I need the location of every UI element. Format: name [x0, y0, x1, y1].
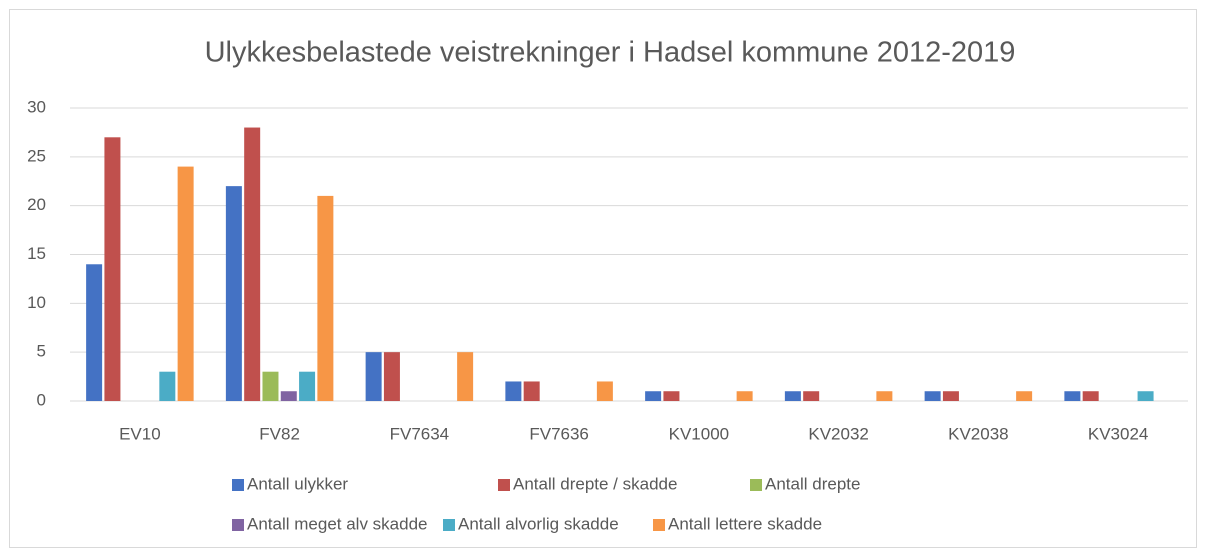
bar — [262, 371, 279, 401]
bar — [505, 381, 522, 401]
bar — [663, 391, 680, 401]
legend-swatch — [750, 479, 762, 491]
legend-swatch — [232, 479, 244, 491]
legend-label: Antall lettere skadde — [668, 514, 822, 533]
legend-swatch — [232, 519, 244, 531]
bar — [177, 166, 194, 401]
bar — [299, 371, 316, 401]
bar — [280, 391, 297, 401]
chart-title: Ulykkesbelastede veistrekninger i Hadsel… — [205, 37, 1016, 69]
bar — [924, 391, 941, 401]
y-tick-label: 0 — [37, 390, 46, 409]
y-tick-label: 15 — [27, 244, 46, 263]
legend-label: Antall meget alv skadde — [247, 514, 428, 533]
y-tick-label: 30 — [27, 97, 46, 116]
bar — [645, 391, 662, 401]
x-tick-label: EV10 — [119, 424, 161, 443]
x-tick-label: FV7634 — [390, 424, 450, 443]
bar — [942, 391, 959, 401]
legend-swatch — [443, 519, 455, 531]
legend-label: Antall ulykker — [247, 474, 348, 493]
bar — [784, 391, 801, 401]
x-tick-label: KV3024 — [1088, 424, 1149, 443]
x-tick-label: FV82 — [259, 424, 300, 443]
bar — [383, 352, 400, 401]
y-tick-label: 25 — [27, 146, 46, 165]
bar — [225, 186, 242, 401]
bar — [736, 391, 753, 401]
bar — [1082, 391, 1099, 401]
bar — [365, 352, 382, 401]
bar — [1064, 391, 1081, 401]
bar — [457, 352, 474, 401]
bar — [1137, 391, 1154, 401]
legend-label: Antall drepte / skadde — [513, 474, 677, 493]
bar — [86, 264, 103, 401]
legend-label: Antall alvorlig skadde — [458, 514, 619, 533]
bar — [596, 381, 613, 401]
x-tick-label: KV2032 — [808, 424, 869, 443]
y-tick-label: 20 — [27, 195, 46, 214]
y-tick-label: 10 — [27, 293, 46, 312]
bar — [159, 371, 176, 401]
y-tick-label: 5 — [37, 342, 46, 361]
x-tick-label: FV7636 — [529, 424, 589, 443]
x-tick-label: KV1000 — [669, 424, 730, 443]
bar — [317, 195, 334, 401]
chart-border — [9, 9, 1197, 548]
legend-label: Antall drepte — [765, 474, 860, 493]
bar — [876, 391, 893, 401]
bar — [244, 127, 261, 402]
bar — [803, 391, 820, 401]
x-tick-label: KV2038 — [948, 424, 1009, 443]
legend-swatch — [498, 479, 510, 491]
legend-swatch — [653, 519, 665, 531]
bar — [1016, 391, 1033, 401]
bar — [104, 137, 121, 402]
bar — [523, 381, 540, 401]
